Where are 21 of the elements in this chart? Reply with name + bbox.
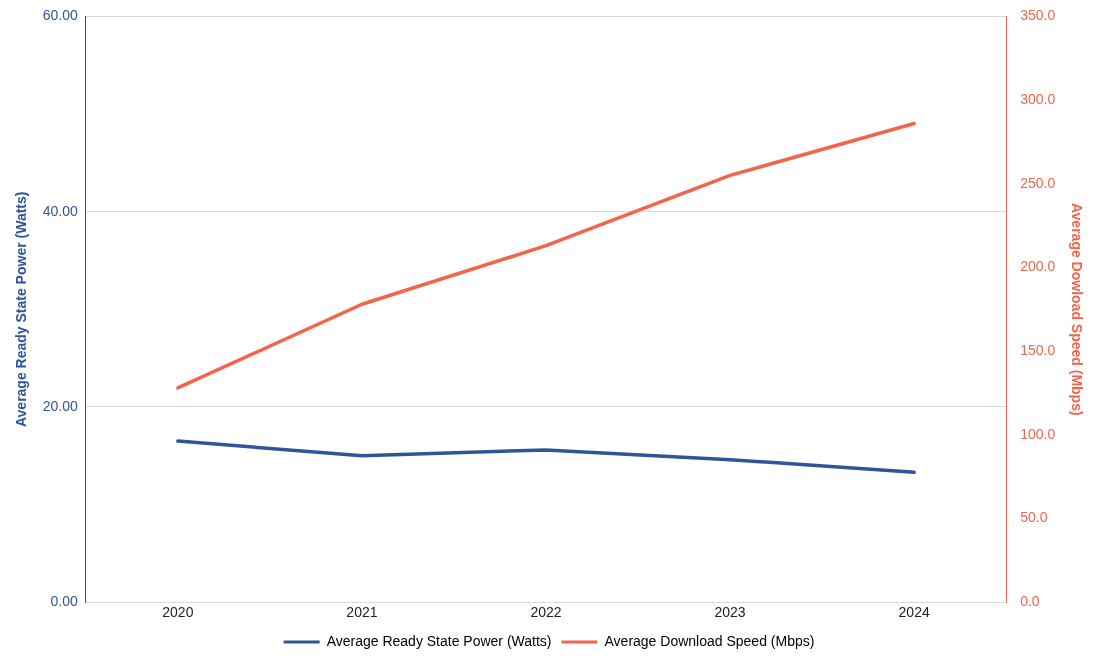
y-axis-title: Average Ready State Power (Watts) [13,191,30,428]
y2-tick-label: 350.0 [1020,7,1056,24]
y2-tick-label: 300.0 [1020,90,1056,107]
y2-axis-title: Average Dowload Speed (Mbps) [1068,202,1085,416]
legend-label: Average Ready State Power (Watts) [326,632,552,649]
y2-tick-label: 250.0 [1020,174,1056,191]
x-tick-label: 2024 [898,604,930,621]
y-tick-label: 40.00 [42,202,79,219]
y2-tick-label: 0.0 [1020,593,1040,610]
x-tick-label: 2021 [346,604,378,621]
y-tick-label: 20.00 [42,397,79,414]
x-tick-label: 2023 [714,604,746,621]
y2-tick-label: 200.0 [1020,258,1056,275]
legend-label: Average Download Speed (Mbps) [604,632,815,649]
x-tick-label: 2020 [162,604,194,621]
y2-tick-label: 150.0 [1020,342,1056,358]
y-tick-label: 60.00 [42,7,79,24]
x-tick-label: 2022 [530,604,562,621]
y2-tick-label: 100.0 [1020,425,1056,442]
y-tick-label: 0.00 [50,593,79,610]
y2-tick-label: 50.0 [1020,509,1048,526]
